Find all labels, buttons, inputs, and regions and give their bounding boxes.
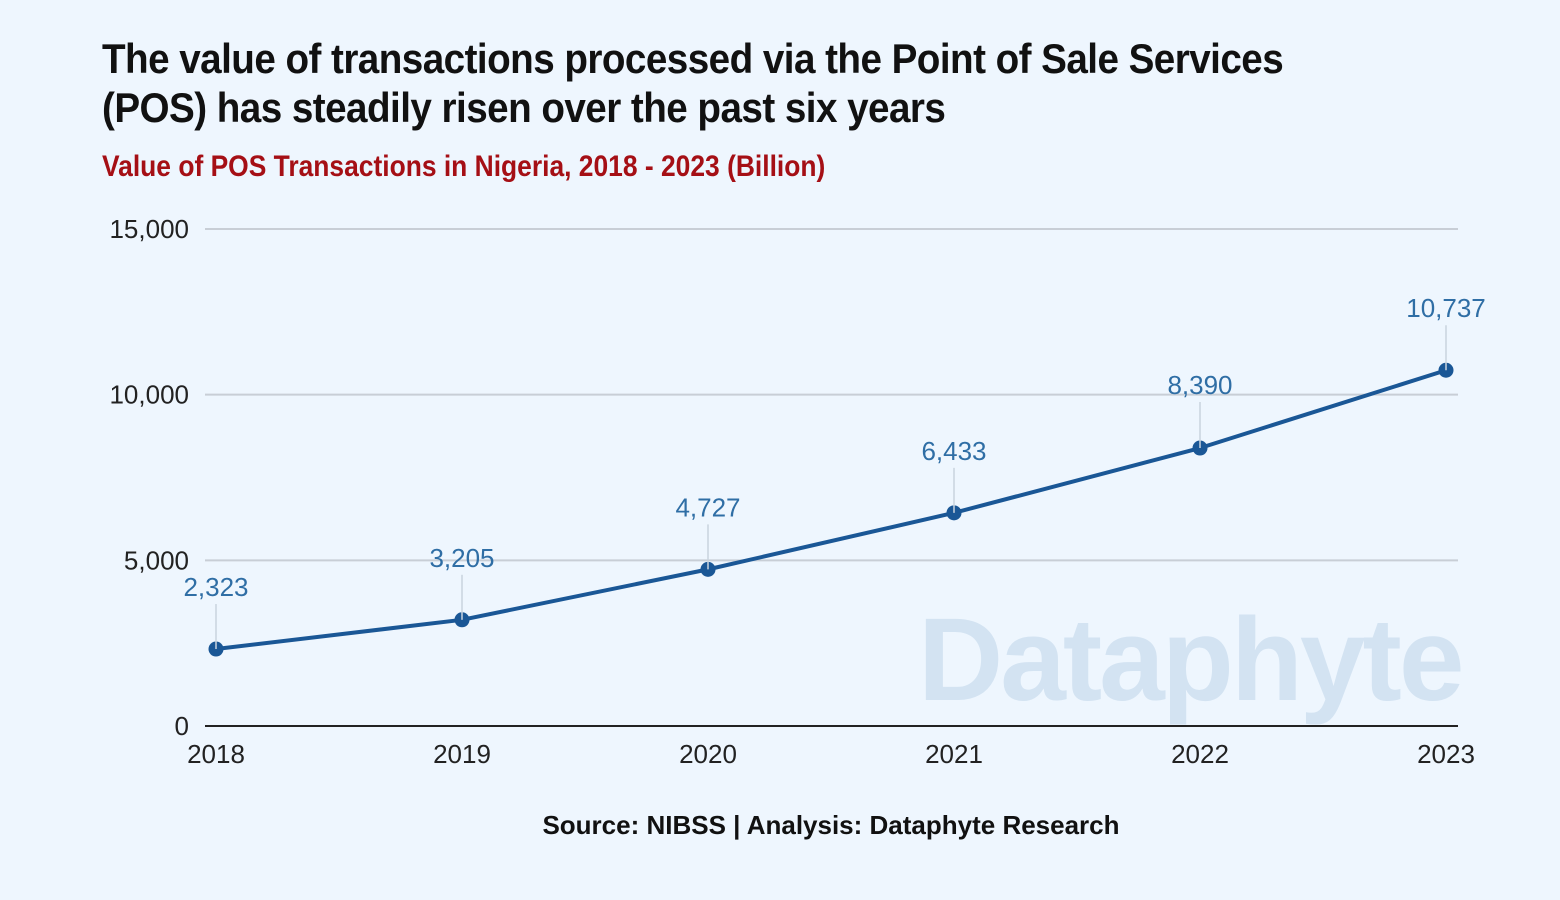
x-tick-label: 2021 <box>925 739 983 769</box>
x-tick-label: 2019 <box>433 739 491 769</box>
watermark-logo: Dataphyte <box>918 594 1461 726</box>
y-tick-label: 15,000 <box>109 214 189 244</box>
data-label: 6,433 <box>921 436 986 466</box>
data-label: 3,205 <box>429 543 494 573</box>
data-labels: 2,323 3,205 4,727 6,433 8,390 10,737 <box>183 293 1486 650</box>
chart-subtitle: Value of POS Transactions in Nigeria, 20… <box>102 150 826 183</box>
x-tick-label: 2022 <box>1171 739 1229 769</box>
data-label: 2,323 <box>183 572 248 602</box>
chart-title: The value of transactions processed via … <box>102 35 1284 131</box>
axes: 0 5,000 10,000 15,000 2018 2019 2020 2021 2022 20… <box>109 214 1474 769</box>
y-tick-label: 5,000 <box>124 545 189 575</box>
y-tick-label: 10,000 <box>109 380 189 410</box>
series-line <box>215 368 1447 652</box>
source-note: Source: NIBSS | Analysis: Dataphyte Rese… <box>542 810 1120 840</box>
data-label: 4,727 <box>675 492 740 522</box>
data-label: 8,390 <box>1167 370 1232 400</box>
x-tick-label: 2018 <box>187 739 245 769</box>
y-tick-label: 0 <box>175 711 189 741</box>
x-tick-label: 2023 <box>1417 739 1475 769</box>
x-tick-label: 2020 <box>679 739 737 769</box>
data-label: 10,737 <box>1406 293 1486 323</box>
gridlines <box>205 228 1458 562</box>
